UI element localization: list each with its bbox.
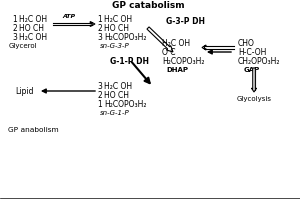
Text: 1: 1 — [97, 100, 102, 109]
Text: 1: 1 — [97, 15, 102, 24]
Text: 3: 3 — [12, 33, 17, 42]
Text: HO CH: HO CH — [104, 24, 129, 33]
Text: H₂C OH: H₂C OH — [104, 82, 132, 91]
Text: H₂COPO₃H₂: H₂COPO₃H₂ — [104, 100, 146, 109]
Text: G-1-P DH: G-1-P DH — [110, 57, 149, 66]
Text: 1: 1 — [12, 15, 17, 24]
Polygon shape — [202, 45, 206, 50]
Text: HO CH: HO CH — [104, 91, 129, 100]
Text: CH₂OPO₃H₂: CH₂OPO₃H₂ — [238, 57, 280, 66]
Text: H₂COPO₃H₂: H₂COPO₃H₂ — [104, 33, 146, 42]
Polygon shape — [251, 68, 256, 92]
Text: H₂C OH: H₂C OH — [19, 33, 47, 42]
Text: H₂C OH: H₂C OH — [104, 15, 132, 24]
Text: Lipid: Lipid — [16, 86, 34, 96]
Text: H₂COPO₃H₂: H₂COPO₃H₂ — [162, 57, 205, 66]
Text: sn-G-3-P: sn-G-3-P — [100, 43, 130, 49]
Text: ATP: ATP — [62, 14, 76, 19]
Text: H₂C OH: H₂C OH — [162, 39, 190, 48]
Text: H₂C OH: H₂C OH — [19, 15, 47, 24]
Text: sn-G-1-P: sn-G-1-P — [100, 110, 130, 116]
Text: 2: 2 — [97, 24, 102, 33]
Text: O C: O C — [162, 48, 175, 57]
Text: CHO: CHO — [238, 39, 255, 48]
Text: GAP: GAP — [244, 67, 260, 73]
Text: DHAP: DHAP — [166, 67, 188, 73]
Text: GP anabolism: GP anabolism — [8, 127, 59, 133]
Text: 3: 3 — [97, 33, 102, 42]
Text: HO CH: HO CH — [19, 24, 44, 33]
Text: Glycolysis: Glycolysis — [236, 96, 272, 102]
Text: H-C-OH: H-C-OH — [238, 48, 266, 57]
Polygon shape — [147, 27, 173, 52]
Text: 2: 2 — [97, 91, 102, 100]
Text: Glycerol: Glycerol — [9, 43, 37, 49]
Polygon shape — [90, 21, 95, 26]
Text: GP catabolism: GP catabolism — [112, 1, 184, 10]
Text: G-3-P DH: G-3-P DH — [166, 17, 205, 26]
Text: 2: 2 — [12, 24, 17, 33]
Text: 3: 3 — [97, 82, 102, 91]
